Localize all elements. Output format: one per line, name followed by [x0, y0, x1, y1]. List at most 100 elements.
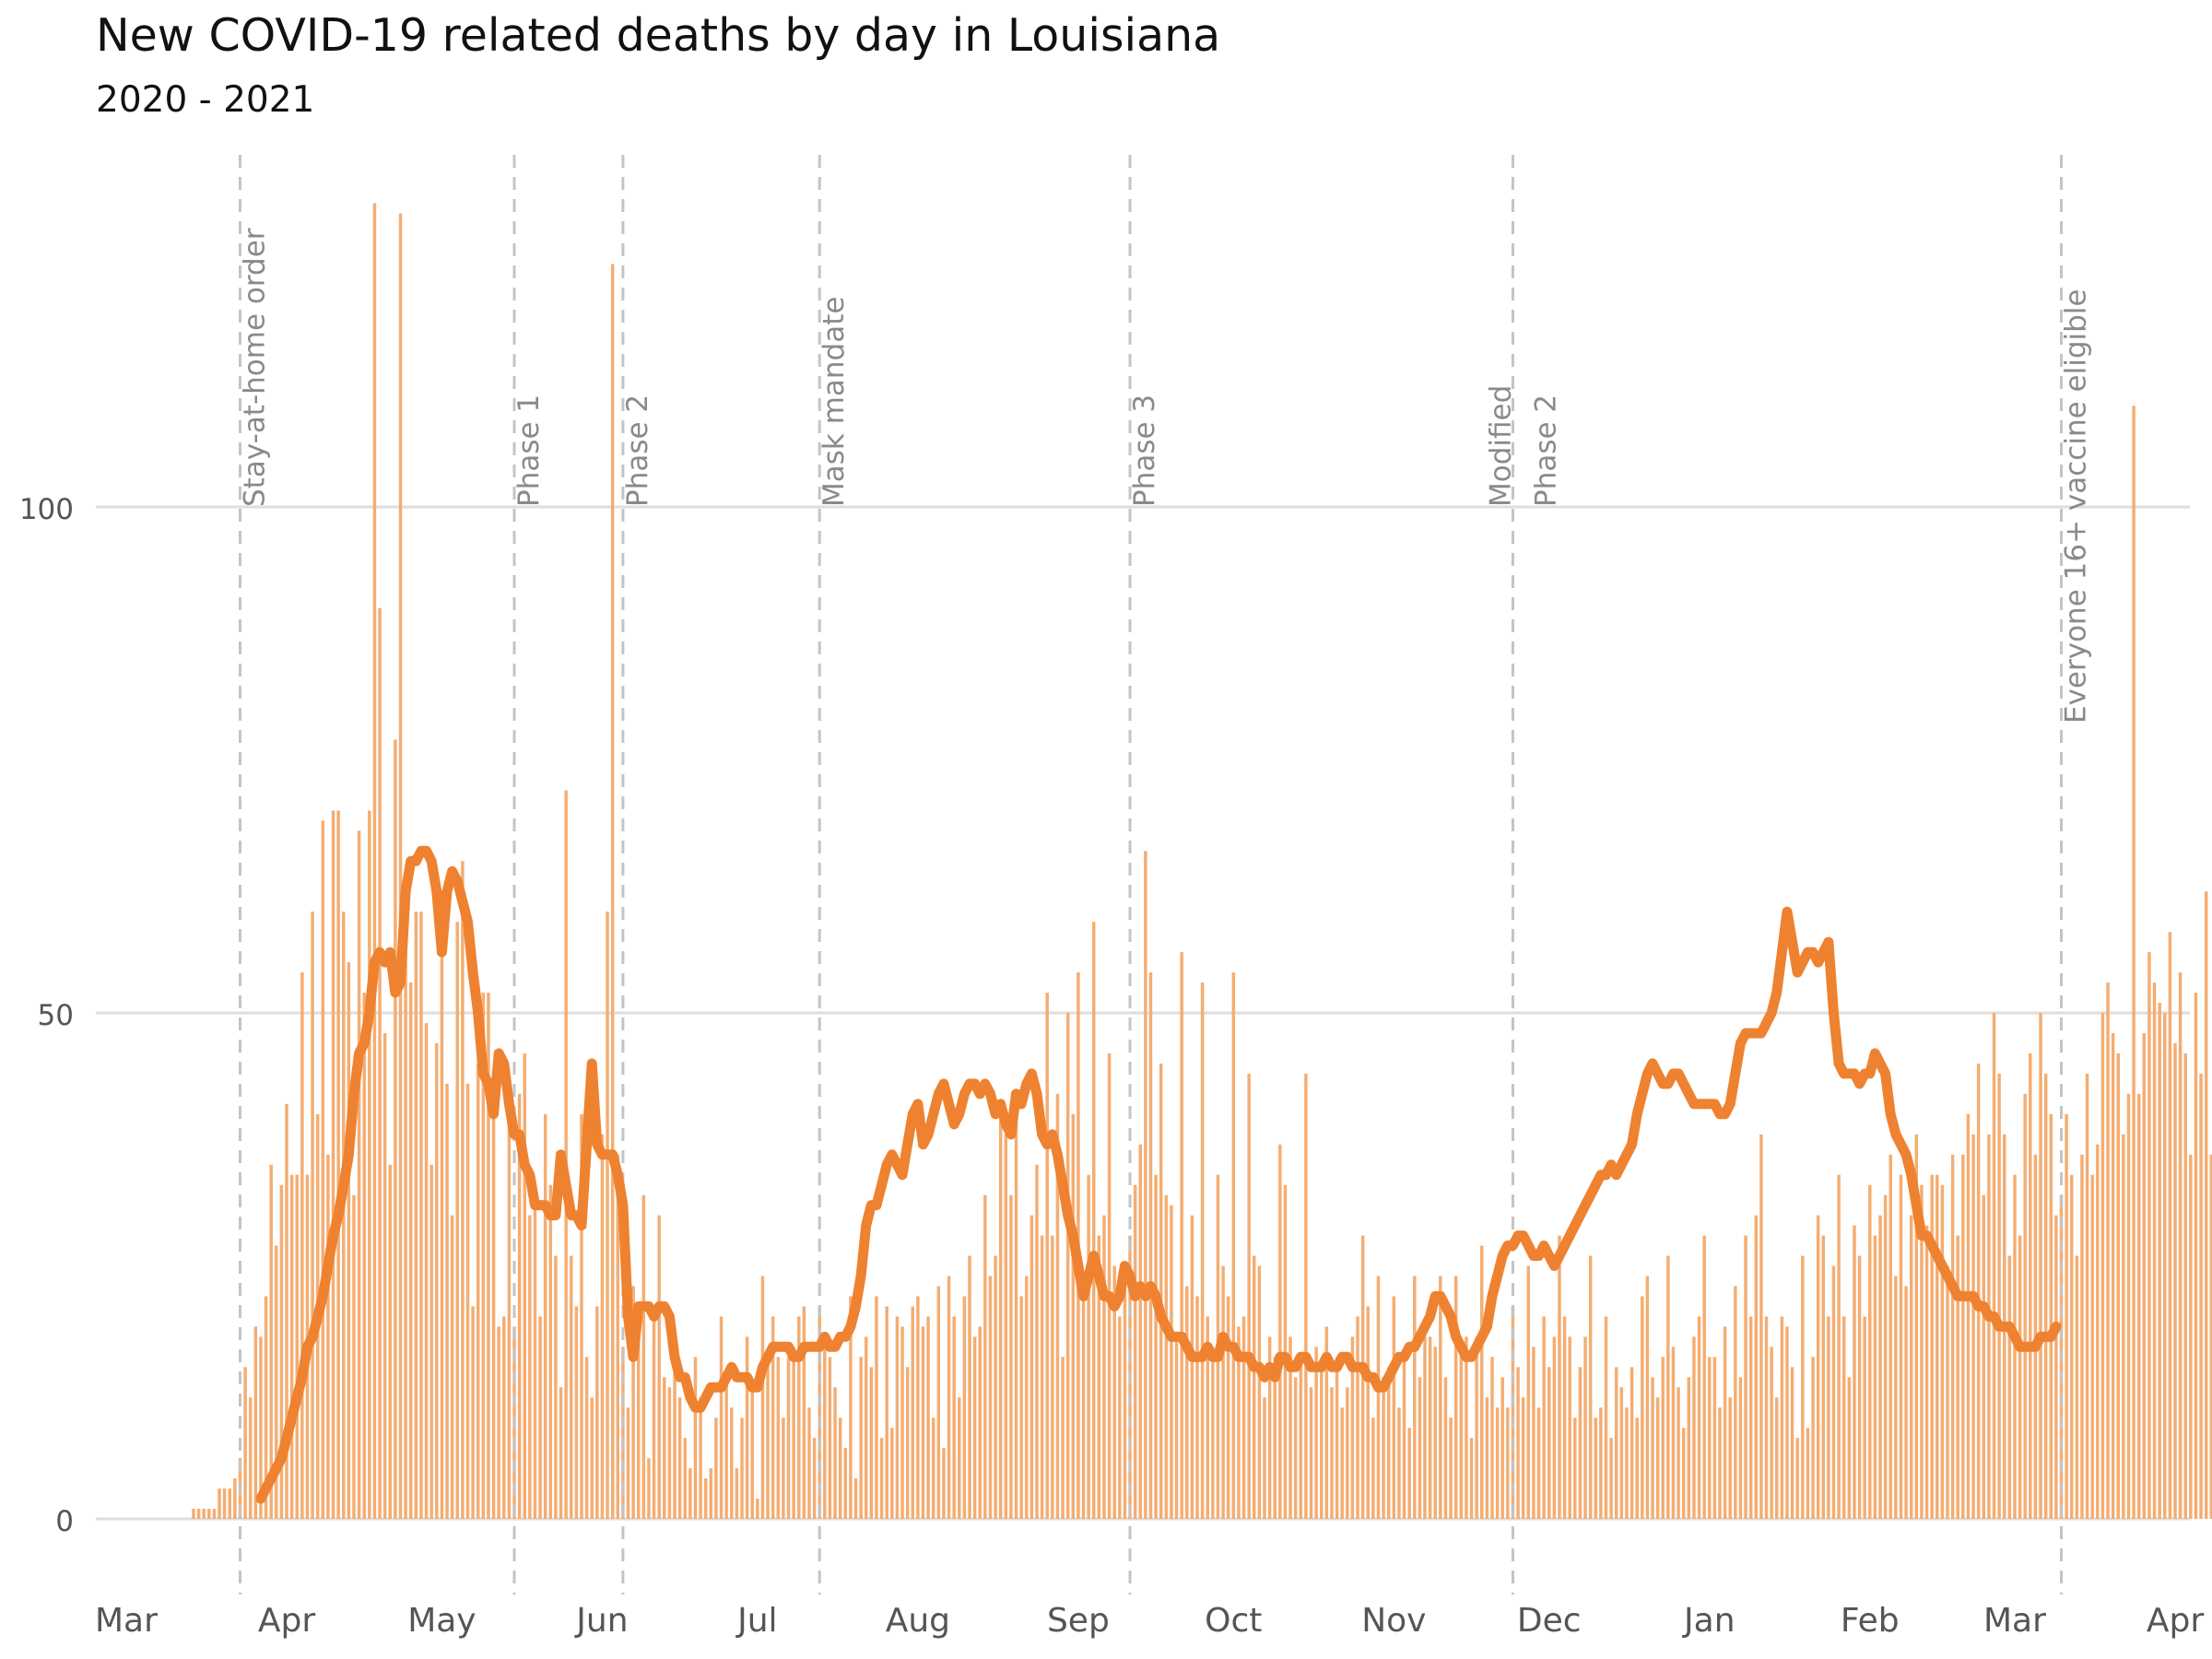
bar [1371, 1418, 1375, 1519]
bar [1997, 1073, 2001, 1519]
bar [570, 1255, 573, 1519]
bar [2007, 1255, 2012, 1519]
bar [756, 1499, 759, 1519]
bar [285, 1103, 288, 1519]
bar [1723, 1326, 1727, 1519]
bar [1738, 1377, 1743, 1519]
bar [1764, 1316, 1769, 1519]
bar [253, 1326, 258, 1519]
bar [1185, 1286, 1189, 1519]
bar [1439, 1276, 1442, 1519]
bar [1324, 1326, 1329, 1519]
x-tick-label: Jul [735, 1602, 777, 1640]
bar [905, 1367, 910, 1519]
bar [1257, 1265, 1262, 1519]
bar [900, 1326, 904, 1519]
bar [1195, 1296, 1199, 1519]
bar [657, 1215, 661, 1519]
bar [382, 1032, 387, 1519]
bar [1443, 1377, 1448, 1519]
bar [212, 1509, 217, 1519]
bar [1019, 1296, 1023, 1519]
bar [476, 1063, 480, 1519]
bar [1775, 1397, 1779, 1519]
bar [1226, 1296, 1230, 1519]
bar [869, 1367, 874, 1519]
bar [1868, 1184, 1872, 1519]
bar [192, 1509, 195, 1519]
bar [2069, 1174, 2074, 1519]
bar [1025, 1276, 1029, 1519]
bar [450, 1215, 454, 1519]
bar [1164, 1194, 1169, 1519]
bar [2209, 1154, 2212, 1519]
event-label: Mask mandate [818, 297, 851, 507]
bar [750, 1387, 754, 1519]
bar [1827, 1316, 1830, 1519]
bar [1785, 1326, 1789, 1519]
bar [760, 1276, 765, 1519]
bar [590, 1397, 594, 1519]
bar [1433, 1347, 1437, 1519]
bar [1320, 1367, 1324, 1519]
bar [610, 264, 615, 1520]
bar [1159, 1063, 1163, 1519]
bar [1671, 1347, 1676, 1519]
bar [1536, 1407, 1541, 1519]
bar [336, 810, 340, 1519]
bar [1811, 1357, 1815, 1519]
bar [1552, 1336, 1557, 1519]
bar [1987, 1134, 1991, 1519]
bar [295, 1174, 299, 1519]
bar [699, 1397, 702, 1519]
bar [1744, 1235, 1747, 1519]
bar [962, 1296, 967, 1519]
bar [1594, 1418, 1598, 1519]
bar [833, 1387, 837, 1519]
bar [1681, 1428, 1686, 1519]
bar [1924, 1225, 1929, 1519]
bar [911, 1306, 914, 1519]
bar [1102, 1215, 1106, 1519]
event-label: Phase 1 [512, 394, 546, 507]
bar [1221, 1265, 1225, 1519]
bar [714, 1418, 718, 1519]
bar [1801, 1255, 1805, 1519]
bar [595, 1306, 599, 1519]
bar [1376, 1276, 1381, 1519]
bar [600, 1134, 605, 1519]
bar [667, 1387, 672, 1519]
bar [916, 1296, 920, 1519]
bar [616, 1154, 620, 1519]
bar [1702, 1235, 1706, 1519]
bar [1206, 1316, 1209, 1519]
bar [895, 1316, 900, 1519]
bar [1418, 1377, 1422, 1519]
event-label: Phase 2 [621, 394, 654, 507]
bar [1154, 1174, 1158, 1519]
bar [1071, 1113, 1076, 1519]
x-tick-label: Apr [258, 1602, 315, 1640]
bar [528, 1215, 532, 1519]
bar [1573, 1418, 1577, 1519]
bar [1904, 1286, 1908, 1519]
chart-subtitle: 2020 - 2021 [96, 79, 315, 121]
bar [776, 1357, 781, 1519]
x-tick-label: Oct [1205, 1602, 1262, 1640]
bar [1837, 1174, 1841, 1519]
bar [2039, 1013, 2042, 1519]
bar [745, 1336, 749, 1519]
bar [1174, 1336, 1179, 1519]
bar [311, 912, 314, 1519]
bar [1382, 1377, 1385, 1519]
bar [703, 1478, 708, 1519]
bar [1619, 1387, 1624, 1519]
x-tick-label: Mar [1983, 1602, 2046, 1640]
bar [1490, 1357, 1494, 1519]
bar [1661, 1357, 1665, 1519]
bar [1625, 1407, 1629, 1519]
bar [1273, 1357, 1277, 1519]
bar [1423, 1336, 1427, 1519]
bar [1459, 1347, 1464, 1519]
